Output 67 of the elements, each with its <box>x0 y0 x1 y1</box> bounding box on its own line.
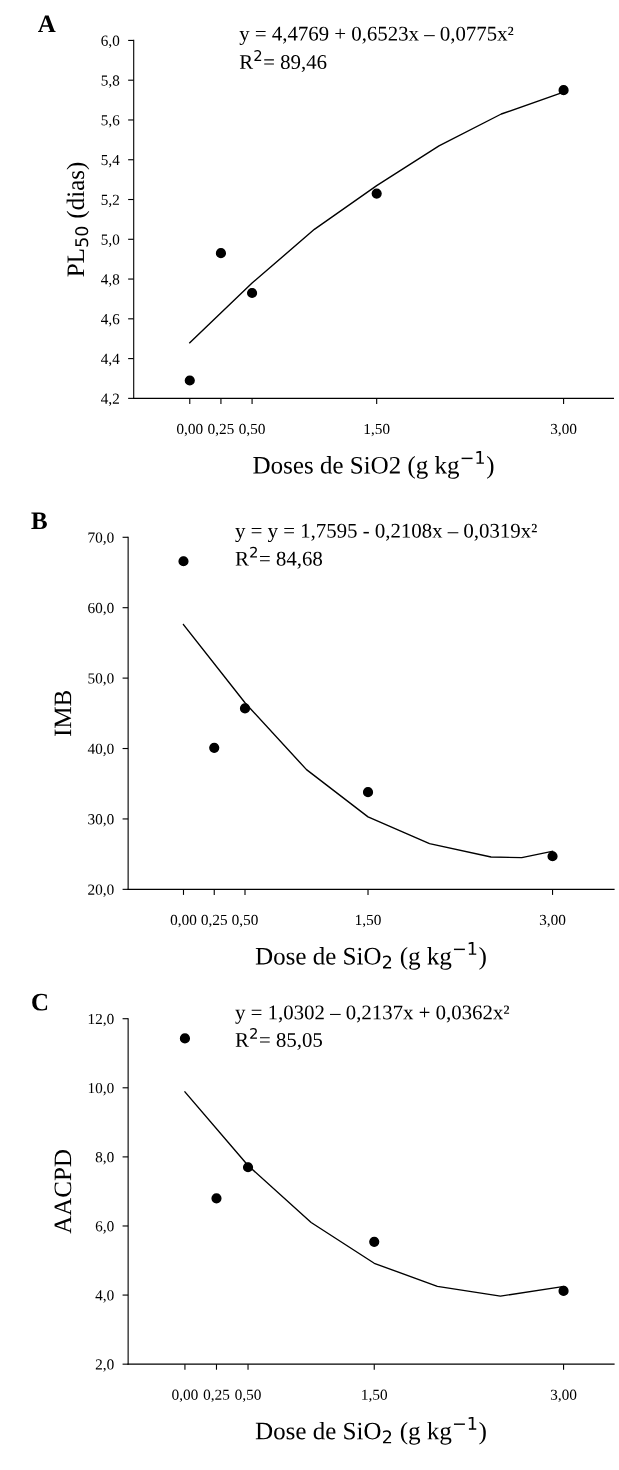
y-tick-label: 5,8 <box>101 75 120 88</box>
y-tick-label: 4,2 <box>101 393 119 407</box>
x-tick-label: 0,00 <box>172 1389 198 1403</box>
y-tick-label: 6,0 <box>95 1221 114 1234</box>
y-tick-label: 6,0 <box>101 35 120 49</box>
point <box>547 851 558 862</box>
y-tick-label: 10,0 <box>88 1082 114 1096</box>
y-tick-label: 5,2 <box>101 194 119 208</box>
y-tick-label: 2,0 <box>95 1359 114 1372</box>
x-tick-label: 0,00 <box>170 914 197 928</box>
point <box>215 248 227 259</box>
point <box>209 742 220 753</box>
chart-title: B <box>31 512 47 530</box>
y-tick-label: 5,6 <box>101 115 120 128</box>
y-tick-label: 40,0 <box>87 743 114 757</box>
x-tick-label: 1,50 <box>364 423 390 437</box>
chart-title: C <box>32 993 48 1011</box>
x-tick-label: 0,25 <box>208 423 234 437</box>
y-tick-label: 50,0 <box>88 673 114 686</box>
annotation: R$^{2}$= 89,46 <box>239 50 327 73</box>
x-tick-label: 0,25 <box>201 914 228 928</box>
annotation: y = y = 1,7595 - 0,2108x – 0,0319x² <box>235 523 537 543</box>
x-tick-label: 0,50 <box>239 423 265 437</box>
y-tick-label: 4,6 <box>101 314 120 327</box>
x-tick-label: 3,00 <box>550 1389 577 1403</box>
x-tick-label: 1,50 <box>362 1389 388 1403</box>
x-axis-title: Doses de SiO2 (g kg$^{−1}$) <box>253 451 494 479</box>
point <box>362 787 374 798</box>
y-tick-label: 4,0 <box>95 1290 114 1303</box>
chart-title: A <box>38 15 56 33</box>
x-tick-label: 0,50 <box>232 914 258 928</box>
y-axis-title: AACPD <box>54 1150 72 1234</box>
y-tick-label: 4,4 <box>101 353 120 367</box>
x-tick-label: 3,00 <box>539 914 566 928</box>
y-tick-label: 5,4 <box>101 154 120 168</box>
y-tick-label: 8,0 <box>95 1152 114 1165</box>
point <box>558 1285 569 1297</box>
point <box>239 703 251 714</box>
point <box>211 1193 222 1204</box>
annotation: y = 1,0302 – 0,2137x + 0,0362x² <box>235 1005 510 1024</box>
y-tick-label: 4,8 <box>101 274 120 287</box>
x-axis-title: Dose de SiO$_{2}$ (g kg$^{−1}$) <box>255 942 486 970</box>
annotation: R$^{2}$= 85,05 <box>235 1027 322 1050</box>
point <box>179 1033 191 1044</box>
y-tick-label: 20,0 <box>88 884 114 897</box>
y-tick-label: 5,0 <box>101 234 120 247</box>
point <box>178 556 189 567</box>
x-tick-label: 3,00 <box>550 423 577 437</box>
y-axis-title: IMB <box>54 690 72 737</box>
annotation: y = 4,4769 + 0,6523x – 0,0775x² <box>239 26 514 45</box>
y-tick-label: 60,0 <box>88 602 114 616</box>
x-axis-title: Dose de SiO$_{2}$ (g kg$^{−1}$) <box>255 1416 486 1445</box>
annotation: R$^{2}$= 84,68 <box>235 546 323 569</box>
point <box>371 188 382 199</box>
point <box>246 287 258 299</box>
y-axis-title: PL$_{50}$ (dias) <box>66 162 90 277</box>
y-tick-label: 12,0 <box>88 1013 114 1027</box>
y-tick-label: 70,0 <box>88 532 114 545</box>
x-tick-label: 0,25 <box>203 1389 230 1403</box>
point <box>558 85 569 96</box>
point <box>184 375 195 386</box>
x-tick-label: 1,50 <box>355 914 381 928</box>
x-tick-label: 0,00 <box>176 423 203 437</box>
x-tick-label: 0,50 <box>235 1389 261 1403</box>
y-tick-label: 30,0 <box>88 814 114 827</box>
point <box>369 1236 380 1247</box>
point <box>242 1162 254 1173</box>
